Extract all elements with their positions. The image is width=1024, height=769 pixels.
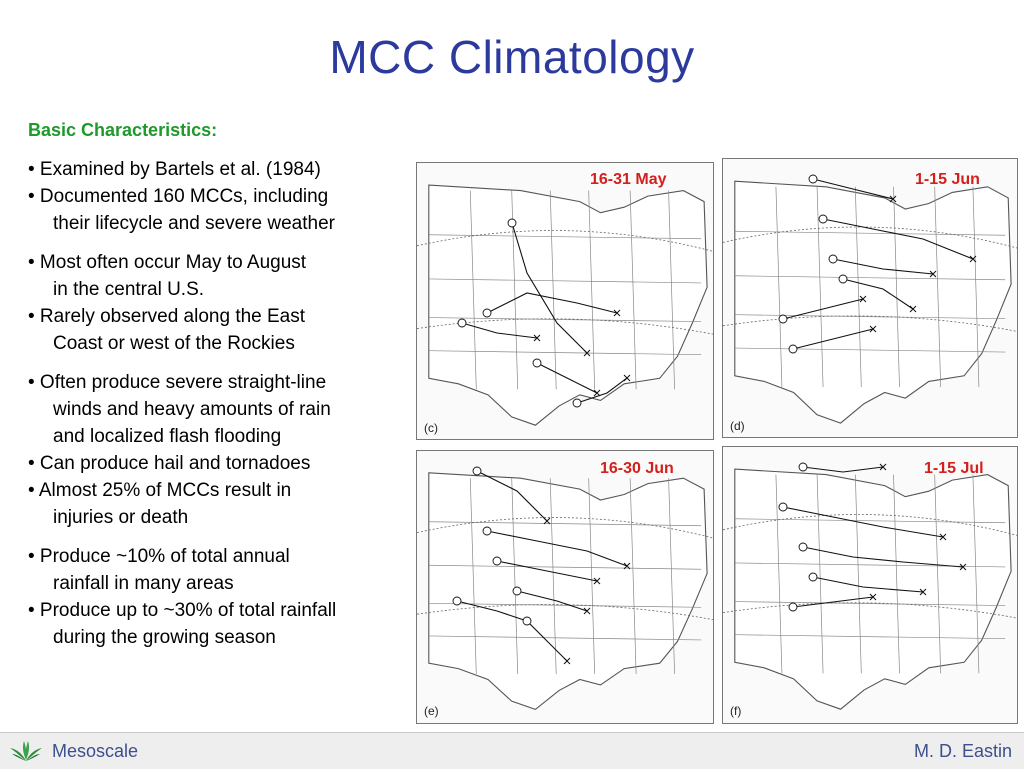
bullet-continuation: rainfall in many areas [53, 573, 234, 594]
map-period-label: 1-15 Jun [915, 171, 980, 188]
map-panel-c [416, 162, 714, 440]
bullet-item: • Most often occur May to August [28, 252, 307, 273]
bullet-continuation: during the growing season [53, 627, 276, 648]
bullet-group-3: • Often produce severe straight-line win… [28, 369, 408, 531]
subheading: Basic Characteristics: [28, 120, 218, 140]
leaf-logo-icon [10, 741, 42, 761]
bullet-continuation: winds and heavy amounts of rain [53, 399, 331, 420]
footer-left: Mesoscale [8, 739, 138, 763]
bullet-continuation: injuries or death [53, 507, 189, 528]
bullet-item: • Can produce hail and tornadoes [28, 453, 311, 474]
bullet-item: • Often produce severe straight-line [28, 372, 327, 393]
us-map-illustration [417, 466, 713, 711]
bullet-group-1: • Examined by Bartels et al. (1984) • Do… [28, 156, 408, 237]
panel-letter: (d) [730, 419, 745, 433]
bullet-group-2: • Most often occur May to August in the … [28, 249, 408, 357]
bullet-item: • Produce ~10% of total annual [28, 546, 290, 567]
map-period-label: 1-15 Jul [924, 460, 984, 477]
panel-letter: (e) [424, 704, 439, 718]
bullet-continuation: and localized flash flooding [53, 426, 282, 447]
panel-letter: (f) [730, 704, 742, 718]
bullet-continuation: Coast or west of the Rockies [53, 333, 295, 354]
bullet-list: • Examined by Bartels et al. (1984) • Do… [28, 156, 408, 663]
footer-author: M. D. Eastin [913, 741, 1012, 761]
map-period-label: 16-31 May [590, 171, 667, 188]
map-panel-e [416, 450, 714, 724]
bullet-item: • Rarely observed along the East [28, 306, 306, 327]
bullet-item: • Documented 160 MCCs, including [28, 186, 329, 207]
us-map-illustration [723, 462, 1017, 710]
bullet-item: • Produce up to ~30% of total rainfall [28, 600, 337, 621]
map-period-label: 16-30 Jun [600, 460, 674, 477]
map-panel-f [722, 446, 1018, 724]
us-map-illustration [723, 174, 1017, 424]
panel-letter: (c) [424, 421, 438, 435]
bullet-continuation: in the central U.S. [53, 279, 205, 300]
bullet-continuation: their lifecycle and severe weather [53, 213, 335, 234]
footer-bar: Mesoscale M. D. Eastin [0, 732, 1024, 769]
bullet-item: • Almost 25% of MCCs result in [28, 480, 292, 501]
slide-title: MCC Climatology [329, 31, 695, 83]
footer-course-name: Mesoscale [52, 740, 139, 761]
map-panel-d [722, 158, 1018, 438]
bullet-item: • Examined by Bartels et al. (1984) [28, 159, 321, 180]
bullet-group-4: • Produce ~10% of total annual rainfall … [28, 543, 408, 651]
us-map-illustration [417, 184, 713, 426]
